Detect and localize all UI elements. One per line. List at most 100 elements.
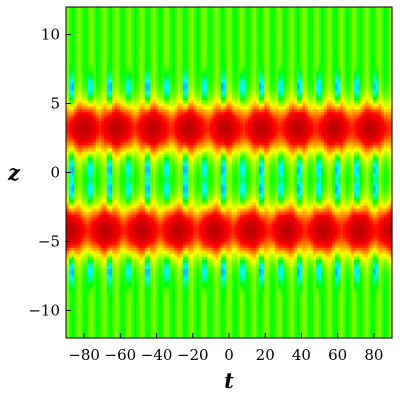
heatmap-cell <box>87 325 92 330</box>
heatmap-cell <box>139 298 143 303</box>
heatmap-cell <box>166 64 170 68</box>
heatmap-cell <box>131 100 135 104</box>
heatmap-cell <box>66 310 70 315</box>
heatmap-cell <box>68 73 73 77</box>
heatmap-cell <box>106 223 111 228</box>
heatmap-cell <box>150 322 154 327</box>
heatmap-cell <box>101 172 105 177</box>
heatmap-cell <box>120 67 124 71</box>
heatmap-cell <box>85 205 89 210</box>
heatmap-cell <box>158 112 162 116</box>
heatmap-cell <box>133 304 138 309</box>
heatmap-cell <box>150 49 154 53</box>
heatmap-cell <box>95 58 100 62</box>
heatmap-cell <box>106 268 111 273</box>
heatmap-cell <box>133 244 138 249</box>
heatmap-cell <box>128 148 132 153</box>
heatmap-cell <box>74 283 78 288</box>
heatmap-cell <box>180 286 184 291</box>
heatmap-cell <box>106 271 111 276</box>
heatmap-cell <box>185 22 189 26</box>
heatmap-cell <box>120 40 124 44</box>
heatmap-cell <box>161 181 165 186</box>
heatmap-cell <box>98 157 102 162</box>
heatmap-cell <box>180 313 184 318</box>
heatmap-cell <box>120 250 124 255</box>
heatmap-cell <box>169 109 173 113</box>
heatmap-cell <box>144 160 149 165</box>
heatmap-cell <box>133 280 138 285</box>
heatmap-cell <box>125 274 130 279</box>
heatmap-cell <box>169 256 173 261</box>
heatmap-cell <box>71 52 75 56</box>
heatmap-cell <box>182 106 187 110</box>
heatmap-cell <box>95 76 100 80</box>
heatmap-cell <box>98 94 102 98</box>
heatmap-cell <box>174 217 178 222</box>
heatmap-cell <box>142 304 146 309</box>
heatmap-cell <box>117 256 121 261</box>
heatmap-cell <box>180 19 184 23</box>
heatmap-cell <box>68 292 73 297</box>
heatmap-cell <box>95 175 100 180</box>
heatmap-cell <box>150 277 154 282</box>
heatmap-cell <box>104 184 108 189</box>
heatmap-cell <box>182 280 187 285</box>
heatmap-cell <box>71 199 75 204</box>
heatmap-cell <box>182 43 187 47</box>
heatmap-cell <box>66 76 70 80</box>
heatmap-cell <box>74 271 78 276</box>
heatmap-cell <box>76 25 81 29</box>
heatmap-cell <box>180 13 184 17</box>
heatmap-cell <box>71 112 75 116</box>
heatmap-cell <box>163 130 168 134</box>
heatmap-cell <box>128 256 132 261</box>
heatmap-cell <box>71 82 75 86</box>
heatmap-cell <box>161 190 165 195</box>
heatmap-cell <box>109 10 113 14</box>
heatmap-cell <box>90 289 94 294</box>
heatmap-cell <box>85 268 89 273</box>
heatmap-cell <box>166 229 170 234</box>
heatmap-cell <box>123 265 127 270</box>
heatmap-cell <box>150 286 154 291</box>
heatmap-cell <box>185 145 189 150</box>
heatmap-cell <box>101 28 105 32</box>
heatmap-cell <box>90 214 94 219</box>
heatmap-cell <box>68 58 73 62</box>
heatmap-cell <box>150 316 154 321</box>
heatmap-cell <box>82 319 86 324</box>
heatmap-cell <box>125 52 130 56</box>
heatmap-cell <box>166 151 170 156</box>
heatmap-cell <box>128 31 132 35</box>
heatmap-cell <box>185 160 189 165</box>
heatmap-cell <box>125 22 130 26</box>
heatmap-cell <box>66 259 70 264</box>
heatmap-cell <box>133 64 138 68</box>
heatmap-cell <box>90 58 94 62</box>
heatmap-cell <box>147 259 151 264</box>
heatmap-cell <box>185 19 189 23</box>
heatmap-cell <box>139 235 143 240</box>
heatmap-cell <box>171 223 176 228</box>
heatmap-cell <box>68 151 73 156</box>
heatmap-cell <box>161 136 165 140</box>
heatmap-cell <box>106 136 111 140</box>
heatmap-cell <box>155 313 159 318</box>
heatmap-cell <box>155 325 159 330</box>
heatmap-cell <box>152 166 157 171</box>
heatmap-cell <box>117 16 121 20</box>
heatmap-cell <box>123 313 127 318</box>
heatmap-cell <box>166 298 170 303</box>
heatmap-cell <box>182 190 187 195</box>
heatmap-cell <box>174 61 178 65</box>
heatmap-cell <box>155 7 159 11</box>
heatmap-cell <box>125 331 130 336</box>
heatmap-cell <box>74 112 78 116</box>
heatmap-cell <box>163 19 168 23</box>
heatmap-cell <box>169 295 173 300</box>
heatmap-cell <box>180 169 184 174</box>
heatmap-cell <box>112 64 116 68</box>
heatmap-cell <box>131 37 135 41</box>
heatmap-cell <box>82 97 86 101</box>
